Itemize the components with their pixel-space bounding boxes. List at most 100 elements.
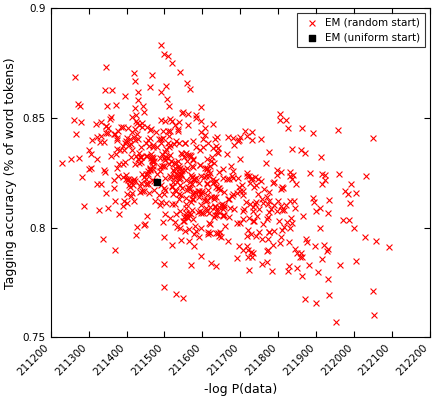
EM (random start) <box>187 86 194 92</box>
EM (random start) <box>214 150 221 156</box>
EM (random start) <box>198 173 205 179</box>
EM (random start) <box>159 163 166 169</box>
EM (random start) <box>207 221 214 227</box>
EM (random start) <box>240 216 247 222</box>
EM (random start) <box>184 152 191 158</box>
EM (random start) <box>158 151 165 157</box>
EM (random start) <box>271 179 278 185</box>
EM (random start) <box>141 220 148 227</box>
EM (random start) <box>161 191 168 197</box>
EM (random start) <box>165 143 172 150</box>
EM (random start) <box>312 207 319 214</box>
EM (random start) <box>201 165 208 171</box>
EM (random start) <box>133 224 140 230</box>
EM (random start) <box>70 116 77 123</box>
EM (random start) <box>220 202 227 208</box>
EM (random start) <box>237 156 243 162</box>
EM (random start) <box>178 167 185 174</box>
EM (random start) <box>229 173 236 179</box>
EM (random start) <box>203 156 210 163</box>
EM (random start) <box>199 210 206 216</box>
Legend: EM (random start), EM (uniform start): EM (random start), EM (uniform start) <box>297 13 424 47</box>
EM (random start) <box>244 227 251 233</box>
EM (random start) <box>187 152 194 158</box>
EM (random start) <box>197 147 204 154</box>
EM (random start) <box>93 180 100 187</box>
EM (random start) <box>385 244 392 250</box>
EM (random start) <box>203 196 210 203</box>
EM (random start) <box>176 119 183 126</box>
EM (random start) <box>194 209 201 215</box>
EM (random start) <box>274 166 281 173</box>
EM (random start) <box>112 102 119 108</box>
EM (random start) <box>223 151 230 157</box>
EM (random start) <box>170 191 177 197</box>
EM (random start) <box>172 290 179 297</box>
EM (random start) <box>223 176 230 182</box>
EM (random start) <box>161 118 168 124</box>
EM (random start) <box>148 126 155 132</box>
EM (random start) <box>192 228 199 234</box>
EM (random start) <box>145 181 151 188</box>
EM (random start) <box>230 134 237 141</box>
EM (random start) <box>85 165 92 172</box>
EM (random start) <box>217 234 224 240</box>
EM (random start) <box>127 184 134 190</box>
EM (random start) <box>175 163 182 169</box>
EM (random start) <box>248 137 255 144</box>
EM (random start) <box>278 169 285 176</box>
EM (random start) <box>131 176 138 182</box>
EM (random start) <box>311 199 318 205</box>
EM (random start) <box>241 128 248 134</box>
EM (random start) <box>217 202 224 209</box>
EM (random start) <box>195 188 202 194</box>
EM (random start) <box>299 273 306 279</box>
EM (random start) <box>143 153 150 159</box>
EM (random start) <box>260 185 267 192</box>
EM (random start) <box>114 146 121 152</box>
EM (random start) <box>277 186 284 192</box>
EM (random start) <box>299 125 306 131</box>
EM (random start) <box>113 164 120 171</box>
EM (random start) <box>273 208 280 214</box>
EM (random start) <box>243 233 250 239</box>
EM (random start) <box>239 182 246 188</box>
EM (random start) <box>350 224 357 231</box>
EM (random start) <box>210 145 217 151</box>
EM (random start) <box>279 207 286 213</box>
EM (random start) <box>167 116 174 122</box>
EM (random start) <box>173 138 180 144</box>
EM (random start) <box>286 169 293 176</box>
EM (random start) <box>296 254 303 260</box>
EM (random start) <box>107 114 114 120</box>
EM (random start) <box>147 84 154 90</box>
EM (random start) <box>148 177 155 183</box>
EM (random start) <box>203 180 210 186</box>
EM (random start) <box>161 284 168 290</box>
Y-axis label: Tagging accuracy (% of word tokens): Tagging accuracy (% of word tokens) <box>4 57 17 289</box>
EM (random start) <box>158 140 164 146</box>
EM (random start) <box>294 265 301 271</box>
EM (random start) <box>283 202 290 208</box>
EM (random start) <box>132 178 139 184</box>
EM (random start) <box>263 248 270 254</box>
EM (random start) <box>230 175 237 181</box>
EM (random start) <box>169 166 176 173</box>
EM (random start) <box>115 128 122 134</box>
EM (random start) <box>324 248 331 254</box>
EM (random start) <box>210 159 217 166</box>
EM (random start) <box>198 104 205 110</box>
EM (random start) <box>176 69 183 75</box>
EM (random start) <box>322 177 329 184</box>
EM (random start) <box>188 174 195 180</box>
EM (random start) <box>149 154 156 160</box>
EM (random start) <box>171 173 178 180</box>
EM (random start) <box>299 254 306 260</box>
EM (random start) <box>234 190 241 196</box>
EM (random start) <box>101 139 108 145</box>
EM (random start) <box>280 224 287 230</box>
EM (random start) <box>161 155 168 161</box>
EM (random start) <box>157 42 164 49</box>
EM (random start) <box>123 172 130 178</box>
EM (random start) <box>207 194 214 200</box>
